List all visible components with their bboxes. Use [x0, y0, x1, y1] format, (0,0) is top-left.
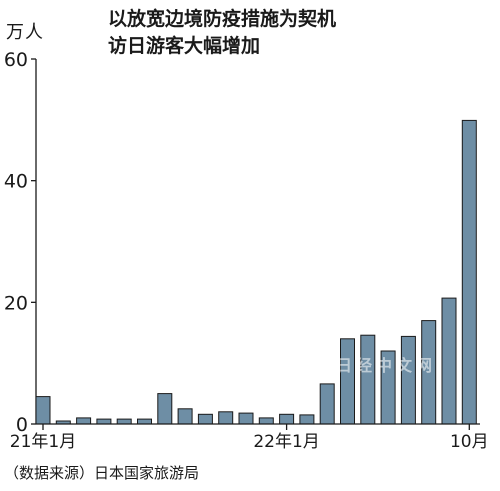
chart-source-note: （数据来源）日本国家旅游局: [4, 464, 200, 482]
y-tick-label: 60: [4, 49, 28, 71]
x-tick-label: 22年1月: [253, 432, 319, 452]
bar: [360, 334, 376, 425]
x-tick-label: 21年1月: [10, 432, 76, 452]
chart-title-line-1: 以放宽边境防疫措施为契机: [108, 8, 337, 30]
bar: [441, 297, 457, 425]
bar: [116, 418, 132, 425]
bar: [35, 396, 51, 425]
bar: [258, 417, 274, 425]
bar: [461, 119, 477, 425]
bar: [319, 383, 335, 425]
x-tick-label: 10月: [450, 432, 489, 452]
bar: [299, 414, 315, 425]
bar: [238, 412, 254, 425]
bar: [157, 393, 173, 425]
bar: [218, 411, 234, 425]
bar: [279, 413, 295, 425]
bar: [76, 417, 92, 425]
bar: [197, 413, 213, 425]
bar: [380, 350, 396, 425]
y-tick-label: 20: [4, 292, 28, 314]
bar: [400, 335, 416, 425]
bar: [177, 408, 193, 425]
bar: [137, 418, 152, 425]
bar: [96, 418, 112, 425]
chart-title: 以放宽边境防疫措施为契机 访日游客大幅增加: [108, 6, 336, 60]
y-tick-label: 0: [16, 414, 28, 436]
bar: [340, 338, 355, 425]
chart-title-line-2: 访日游客大幅增加: [108, 35, 261, 57]
bar: [421, 320, 437, 425]
y-tick-label: 40: [4, 171, 28, 193]
y-axis-unit-label: 万人: [6, 22, 44, 43]
